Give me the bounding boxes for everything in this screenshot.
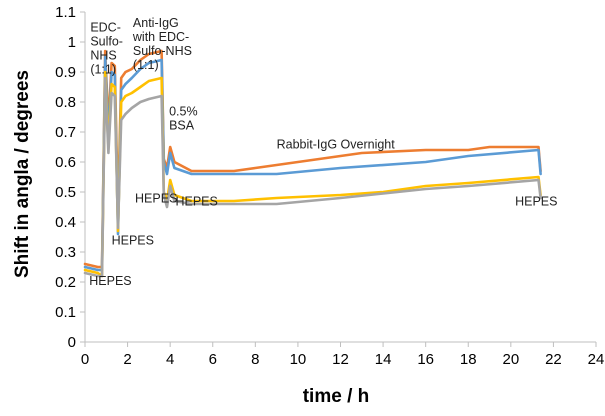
x-tick-label: 16 bbox=[417, 351, 434, 368]
data-series bbox=[83, 49, 542, 278]
annotation-label: HEPES bbox=[175, 195, 217, 209]
y-tick-label: 0.3 bbox=[55, 244, 76, 261]
series-line-4 bbox=[83, 76, 542, 278]
y-axis-title: Shift in angla / degrees bbox=[12, 70, 33, 278]
y-tick-label: 0 bbox=[68, 334, 76, 351]
annotation-label: 0.5% BSA bbox=[169, 105, 198, 133]
annotation-label: EDC-Sulfo-NHS (1:1) bbox=[90, 21, 123, 77]
y-tick-label: 0.5 bbox=[55, 184, 76, 201]
y-tick-label: 0.2 bbox=[55, 274, 76, 291]
annotation-label: HEPES bbox=[89, 274, 131, 288]
x-tick-label: 10 bbox=[290, 351, 307, 368]
y-tick-label: 0.9 bbox=[55, 64, 76, 81]
y-tick-label: 0.1 bbox=[55, 304, 76, 321]
x-tick-label: 14 bbox=[375, 351, 392, 368]
x-tick-label: 6 bbox=[209, 351, 217, 368]
x-tick-label: 12 bbox=[332, 351, 349, 368]
y-tick-label: 0.4 bbox=[55, 214, 76, 231]
y-tick-label: 0.7 bbox=[55, 124, 76, 141]
y-tick-label: 0.6 bbox=[55, 154, 76, 171]
x-tick-label: 4 bbox=[166, 351, 174, 368]
annotation-label: HEPES bbox=[515, 195, 557, 209]
x-axis-title: time / h bbox=[303, 386, 370, 407]
annotation-label: Rabbit-IgG Overnight bbox=[277, 138, 396, 152]
x-tick-label: 2 bbox=[123, 351, 131, 368]
y-tick-label: 0.8 bbox=[55, 94, 76, 111]
x-tick-label: 8 bbox=[251, 351, 259, 368]
annotation-label: HEPES bbox=[112, 234, 154, 248]
y-tick-label: 1 bbox=[68, 34, 76, 51]
annotations: EDC-Sulfo-NHS (1:1) Anti-IgG with EDC-Sulfo… bbox=[89, 16, 557, 288]
x-tick-label: 18 bbox=[460, 351, 477, 368]
x-tick-label: 0 bbox=[81, 351, 89, 368]
annotation-label: HEPES bbox=[135, 192, 177, 206]
x-tick-label: 24 bbox=[588, 351, 605, 368]
x-tick-label: 20 bbox=[502, 351, 519, 368]
axes: 00.10.20.30.40.50.60.70.80.911.10 2 4 6 8 10 1… bbox=[55, 4, 604, 368]
annotation-label: Anti-IgG with EDC-Sulfo-NHS (1:1) bbox=[132, 16, 192, 72]
y-tick-label: 1.1 bbox=[55, 4, 76, 21]
x-tick-label: 22 bbox=[545, 351, 562, 368]
